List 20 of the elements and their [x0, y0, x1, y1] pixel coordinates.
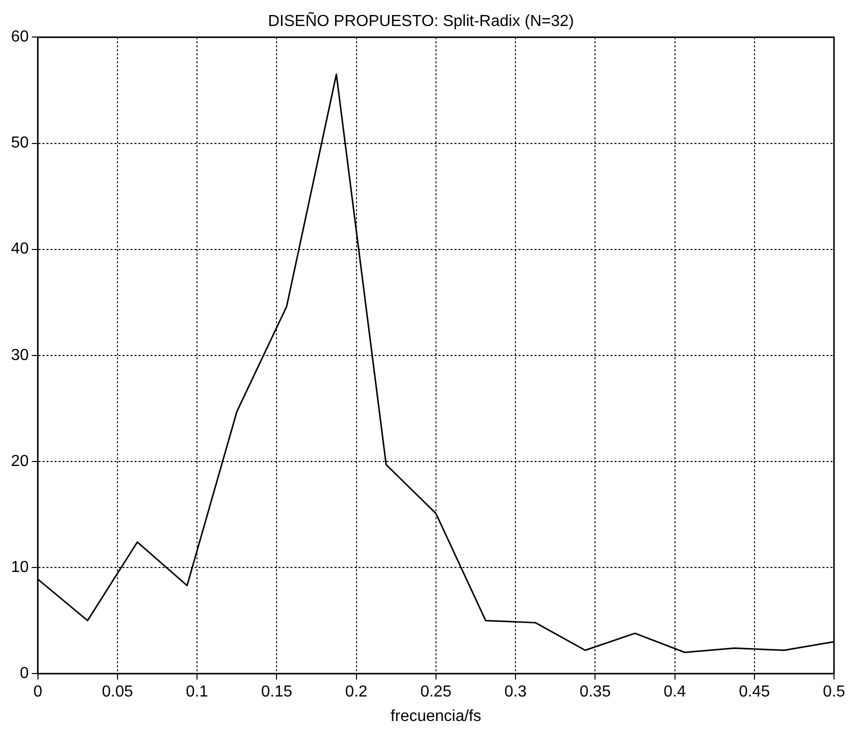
x-axis-title: frecuencia/fs	[390, 708, 482, 725]
x-tick-label: 0.2	[345, 684, 368, 701]
x-tick-label: 0.1	[186, 684, 208, 701]
x-tick-label: 0.05	[102, 684, 134, 701]
x-tick-label: 0.35	[580, 684, 611, 701]
x-tick-label: 0.5	[822, 684, 846, 701]
x-tick-label: 0.25	[420, 684, 452, 701]
y-tick-label: 30	[11, 346, 29, 364]
y-tick-label: 50	[11, 134, 29, 152]
y-tick-label: 60	[11, 28, 29, 46]
chart-title: DISEÑO PROPUESTO: Split-Radix (N=32)	[268, 11, 574, 30]
x-tick-label: 0	[33, 684, 42, 701]
y-tick-label: 10	[11, 558, 29, 576]
y-tick-label: 20	[11, 452, 29, 470]
x-tick-label: 0.15	[261, 684, 292, 701]
y-tick-label: 40	[11, 240, 29, 258]
x-tick-label: 0.3	[504, 684, 527, 701]
x-tick-label: 0.45	[738, 684, 770, 701]
x-tick-label: 0.4	[664, 684, 686, 701]
y-tick-label: 0	[20, 665, 29, 682]
